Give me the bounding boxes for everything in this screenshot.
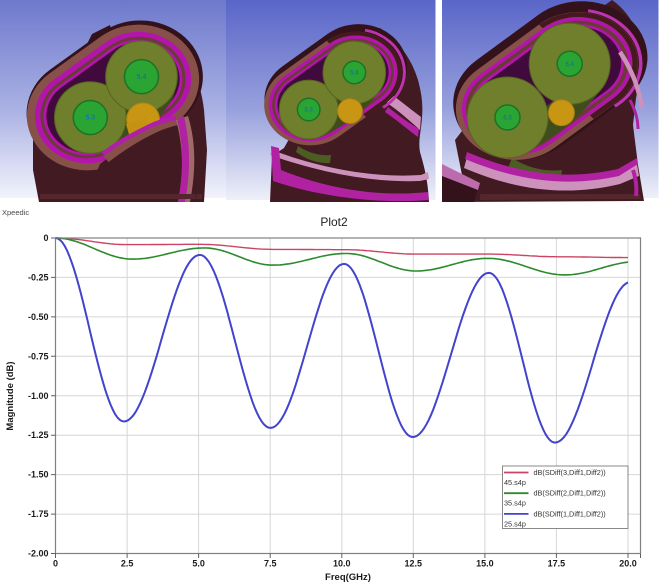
svg-text:-0.25: -0.25 [28,272,49,282]
svg-text:Freq(GHz): Freq(GHz) [325,572,371,583]
svg-text:Xpeedic: Xpeedic [2,208,29,217]
svg-text:-2.00: -2.00 [28,549,49,559]
svg-text:dB(SDiff(3,Diff1,Diff2)): dB(SDiff(3,Diff1,Diff2)) [534,468,606,477]
svg-text:dB(SDiff(1,Diff1,Diff2)): dB(SDiff(1,Diff1,Diff2)) [534,509,606,518]
svg-text:5.0: 5.0 [192,559,205,569]
svg-text:-0.75: -0.75 [28,351,49,361]
svg-text:5.3: 5.3 [503,116,512,122]
svg-text:-1.50: -1.50 [28,470,49,480]
svg-text:20.0: 20.0 [619,559,637,569]
svg-text:45.s4p: 45.s4p [504,478,526,487]
svg-text:5.3: 5.3 [305,108,314,114]
svg-text:17.5: 17.5 [548,559,566,569]
svg-text:0: 0 [53,559,58,569]
svg-text:5.4: 5.4 [350,71,359,77]
svg-text:5.4: 5.4 [566,62,575,68]
svg-text:35.s4p: 35.s4p [504,499,526,508]
svg-text:Magnitude (dB): Magnitude (dB) [5,361,16,430]
svg-text:-1.00: -1.00 [28,391,49,401]
svg-text:dB(SDiff(2,Diff1,Diff2)): dB(SDiff(2,Diff1,Diff2)) [534,489,606,498]
svg-text:2.5: 2.5 [121,559,134,569]
svg-text:-1.25: -1.25 [28,430,49,440]
svg-text:Plot2: Plot2 [320,215,348,229]
svg-text:5.4: 5.4 [137,74,147,81]
svg-text:0: 0 [43,233,48,243]
svg-text:-0.50: -0.50 [28,312,49,322]
svg-text:7.5: 7.5 [264,559,277,569]
svg-text:15.0: 15.0 [476,559,494,569]
svg-text:12.5: 12.5 [405,559,423,569]
svg-text:25.s4p: 25.s4p [504,519,526,528]
svg-text:-1.75: -1.75 [28,509,49,519]
svg-text:5.3: 5.3 [85,115,95,122]
svg-text:10.0: 10.0 [333,559,351,569]
